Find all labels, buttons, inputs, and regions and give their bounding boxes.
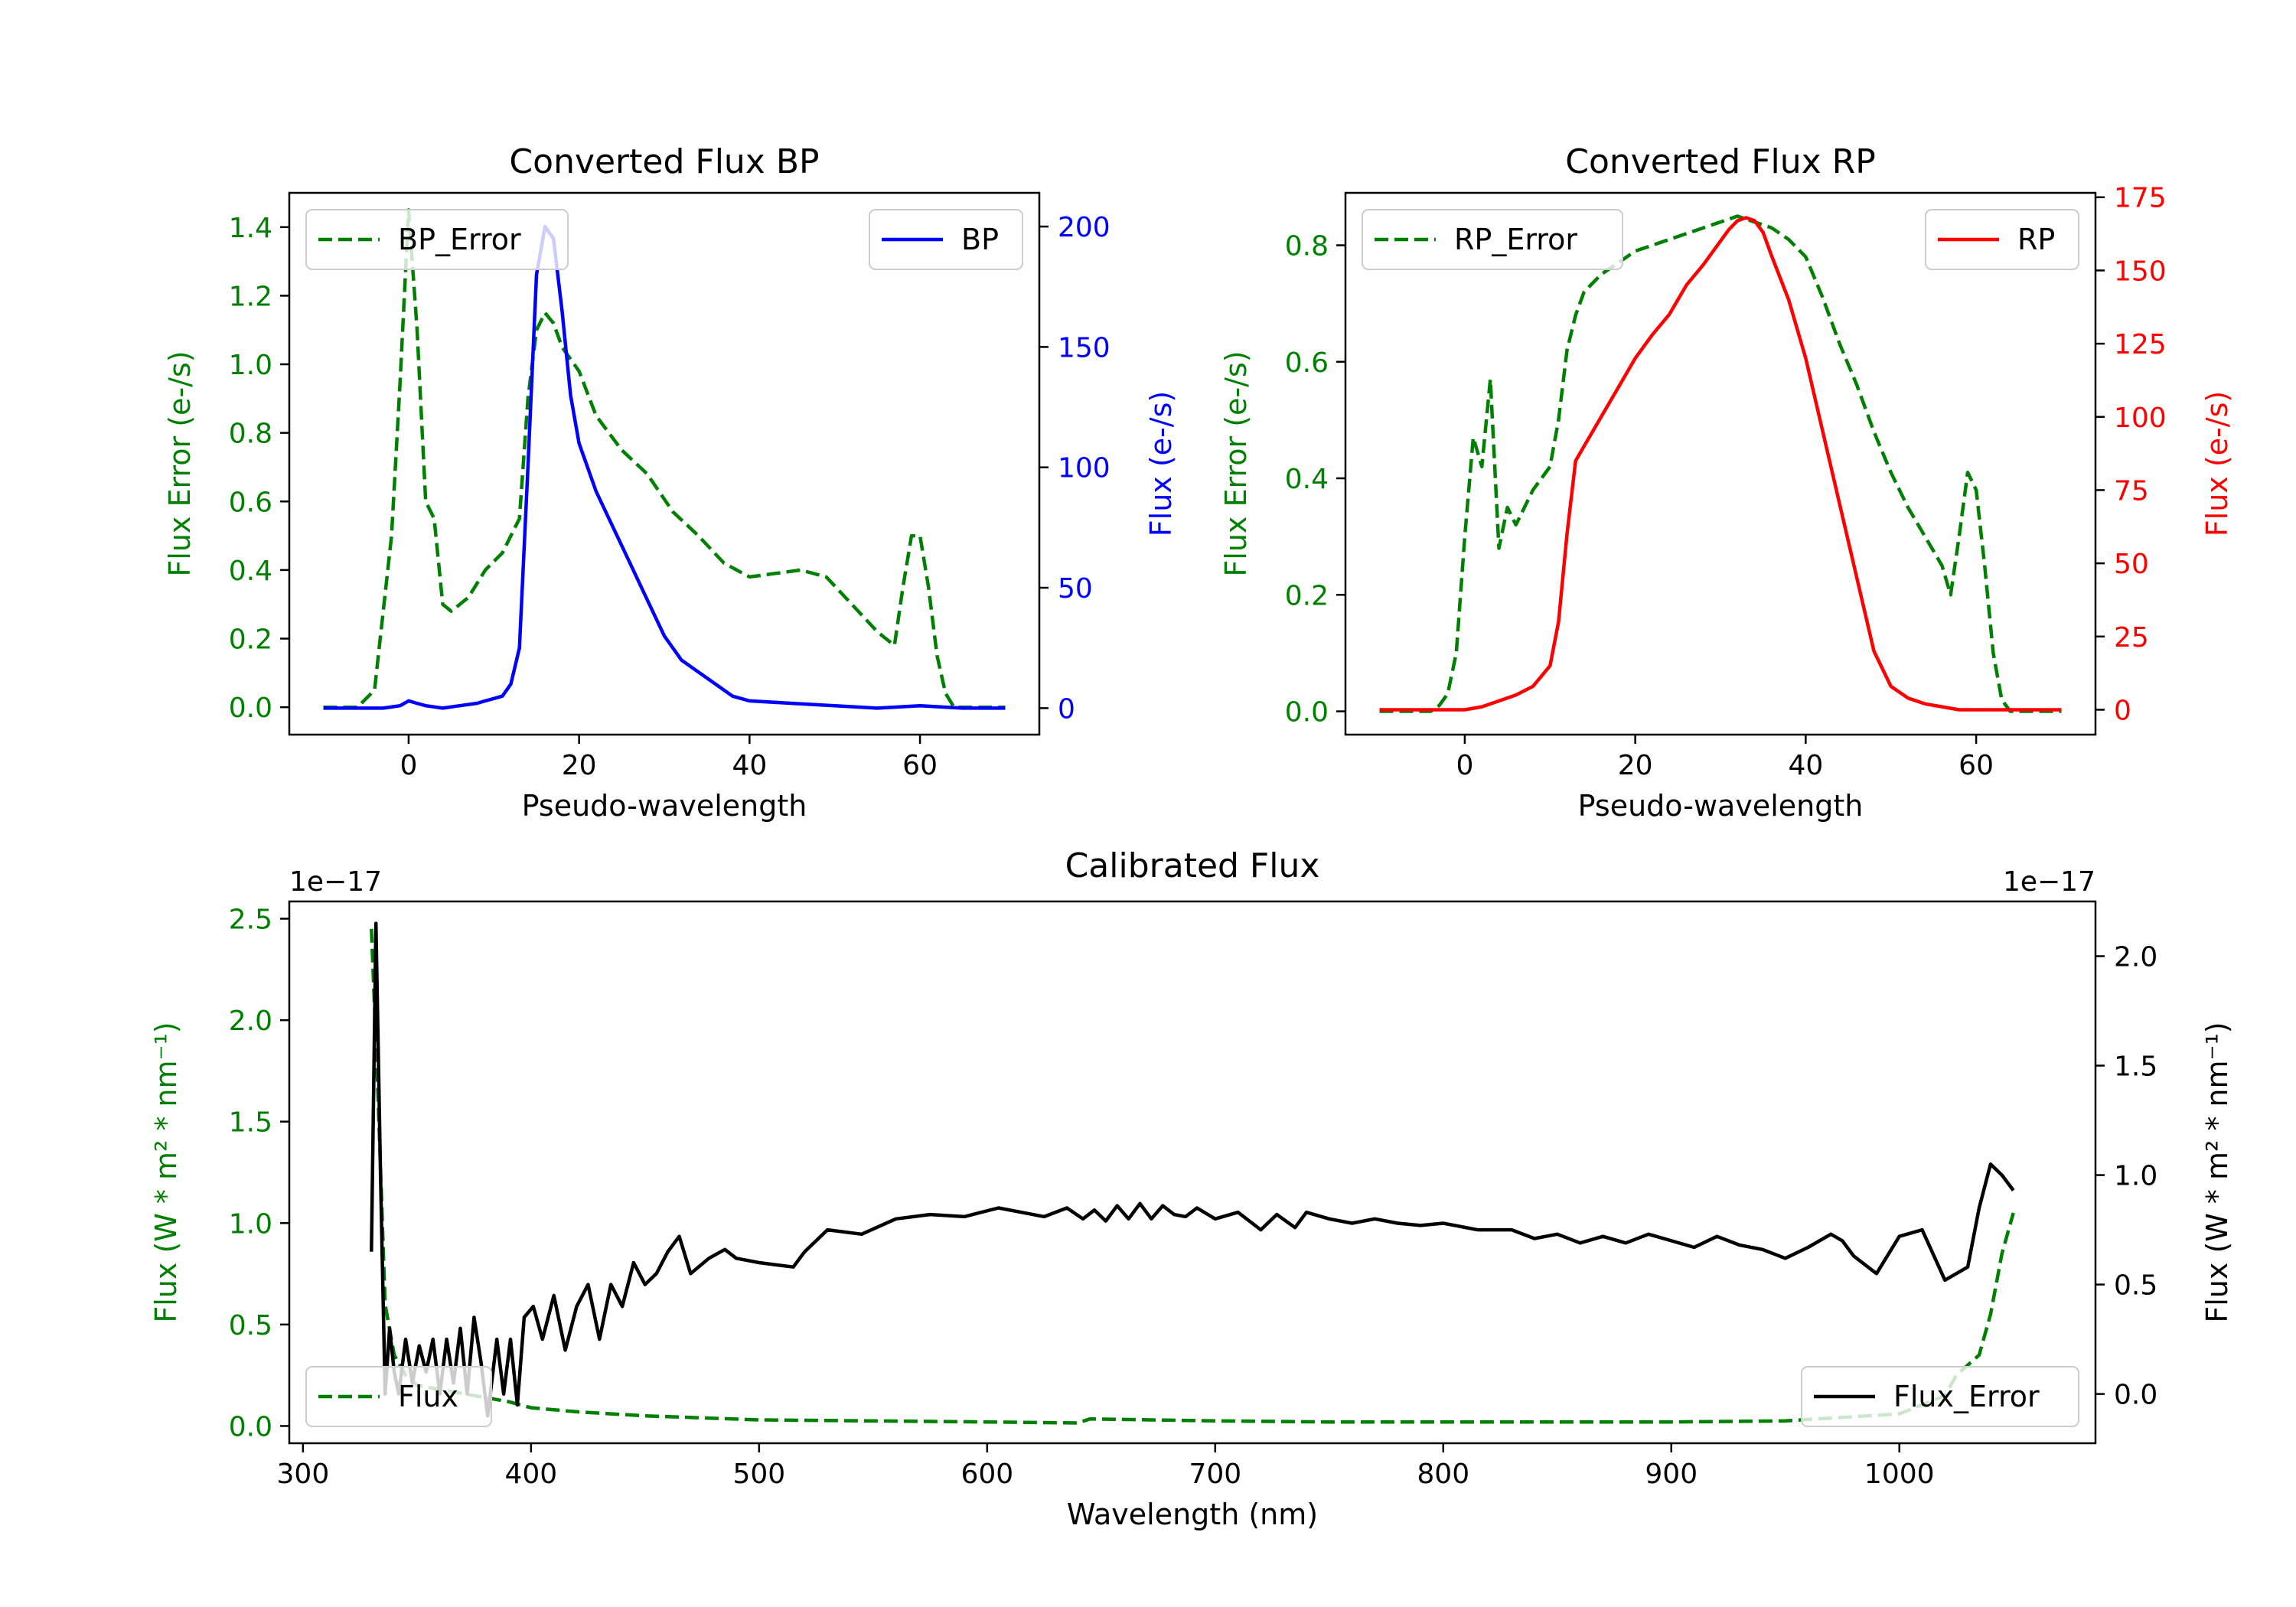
x-tick-label: 300 [277,1459,330,1490]
x-tick-label: 900 [1645,1459,1698,1490]
legend-box [305,1366,492,1427]
legend-label: RP [2017,223,2055,256]
x-tick-label: 800 [1417,1459,1469,1490]
y-right-tick-label: 150 [1058,332,1110,363]
y-right-tick-label: 0.0 [2114,1380,2157,1411]
y-left-axis-label: Flux Error (e-/s) [1219,350,1253,576]
y-right-tick-label: 150 [2114,256,2167,287]
x-tick-label: 20 [1618,750,1653,781]
legend-label: BP_Error [398,223,521,256]
plot-frame [288,191,1041,736]
chart-title: Converted Flux RP [1565,142,1876,181]
series-line-flux [370,921,2015,1418]
y-right-tick-label: 1.0 [2114,1161,2157,1192]
y-right-axis-label: Flux (e-/s) [2200,391,2234,536]
y-left-tick-label: 0.0 [1285,697,1329,729]
legend-box [1801,1366,2079,1427]
plot-frame [1344,191,2097,736]
y-right-axis-label: Flux (e-/s) [1144,391,1178,536]
x-axis-label: Pseudo-wavelength [1578,789,1864,823]
x-tick-label: 60 [902,750,938,781]
y-left-tick-label: 0.5 [229,1310,272,1341]
y-right-tick-label: 75 [2114,475,2149,507]
x-axis-label: Pseudo-wavelength [522,789,807,823]
legend-rp_error: RP_Error [1362,209,1623,270]
y-left-tick-label: 1.5 [229,1107,272,1139]
x-tick-label: 20 [562,750,597,781]
x-tick-label: 0 [400,750,417,781]
x-axis-label: Wavelength (nm) [1067,1498,1318,1531]
chart-bp: Converted Flux BP 0 20 40 60 0.0 0.2 0.4 0.6 0.8 1… [163,142,1178,823]
chart-title: Converted Flux BP [509,142,819,181]
y-right-tick-label: 100 [2114,403,2167,434]
y-right-tick-label: 25 [2114,622,2149,654]
y-left-tick-label: 2.5 [229,905,272,936]
y-right-tick-label: 50 [1058,573,1093,605]
y-left-tick-label: 0.4 [229,556,272,587]
series-line-bp [323,224,1006,710]
y-left-tick-label: 1.2 [229,281,272,312]
legend-label: BP [961,223,999,256]
legend-label: Flux [398,1380,458,1413]
y-left-tick-label: 0.6 [1285,347,1329,379]
y-left-tick-label: 0.8 [1285,231,1329,262]
x-tick-label: 700 [1189,1459,1241,1490]
legend-box [305,209,569,270]
y-left-tick-label: 0.2 [1285,580,1329,611]
y-left-tick-label: 1.4 [229,213,272,244]
chart-cal: Calibrated Flux 300 400 500 600 700 800 900 1000… [149,846,2234,1531]
y-right-tick-label: 0 [1058,693,1075,725]
legend-bp: BP [869,209,1023,270]
y-right-tick-label: 125 [2114,329,2167,360]
series-line-rp [1379,216,2062,712]
x-tick-label: 40 [1788,750,1823,781]
legend-rp: RP [1925,209,2079,270]
y-left-axis-label: Flux Error (e-/s) [163,350,197,576]
legend-box [1925,209,2079,270]
series-line-rp_error [1379,214,2062,713]
y-right-offset-label: 1e−17 [2003,866,2095,898]
x-tick-label: 1000 [1864,1459,1935,1490]
legend-flux_error: Flux [305,1366,492,1427]
y-left-tick-label: 1.0 [229,350,272,381]
y-right-tick-label: 50 [2114,549,2149,580]
y-left-axis-label: Flux (W * m² * nm⁻¹) [149,1022,183,1322]
x-tick-label: 400 [504,1459,557,1490]
y-left-tick-label: 0.6 [229,487,272,518]
legend-box [1362,209,1623,270]
legend-label: RP_Error [1454,223,1577,256]
legend-bp_error: BP_Error [305,209,569,270]
y-right-axis-label: Flux (W * m² * nm⁻¹) [2200,1022,2234,1322]
x-tick-label: 500 [732,1459,785,1490]
y-left-tick-label: 0.0 [229,1411,272,1442]
chart-title: Calibrated Flux [1065,846,1320,885]
y-left-tick-label: 2.0 [229,1006,272,1037]
y-right-tick-label: 100 [1058,453,1110,484]
chart-rp: Converted Flux RP 0 20 40 60 0.0 0.2 0.4 0.6 0.8 0… [1219,142,2234,823]
series-line-bp_error [323,208,1006,709]
y-right-tick-label: 0 [2114,695,2131,726]
y-left-tick-label: 0.8 [229,419,272,450]
legend-flux: Flux_Error [1801,1366,2079,1427]
y-right-tick-label: 175 [2114,183,2167,214]
legend-label: Flux_Error [1893,1380,2040,1413]
y-right-tick-label: 200 [1058,212,1110,243]
x-tick-label: 0 [1456,750,1473,781]
y-left-offset-label: 1e−17 [289,866,382,898]
y-left-tick-label: 1.0 [229,1208,272,1240]
y-left-tick-label: 0.2 [229,624,272,656]
legend-box [869,209,1023,270]
plot-frame [288,900,2097,1445]
x-tick-label: 40 [732,750,767,781]
y-right-tick-label: 1.5 [2114,1051,2157,1083]
x-tick-label: 60 [1958,750,1994,781]
x-tick-label: 600 [960,1459,1013,1490]
y-left-tick-label: 0.0 [229,693,272,724]
y-left-tick-label: 0.4 [1285,464,1329,495]
y-right-tick-label: 2.0 [2114,942,2157,973]
y-right-tick-label: 0.5 [2114,1270,2157,1302]
